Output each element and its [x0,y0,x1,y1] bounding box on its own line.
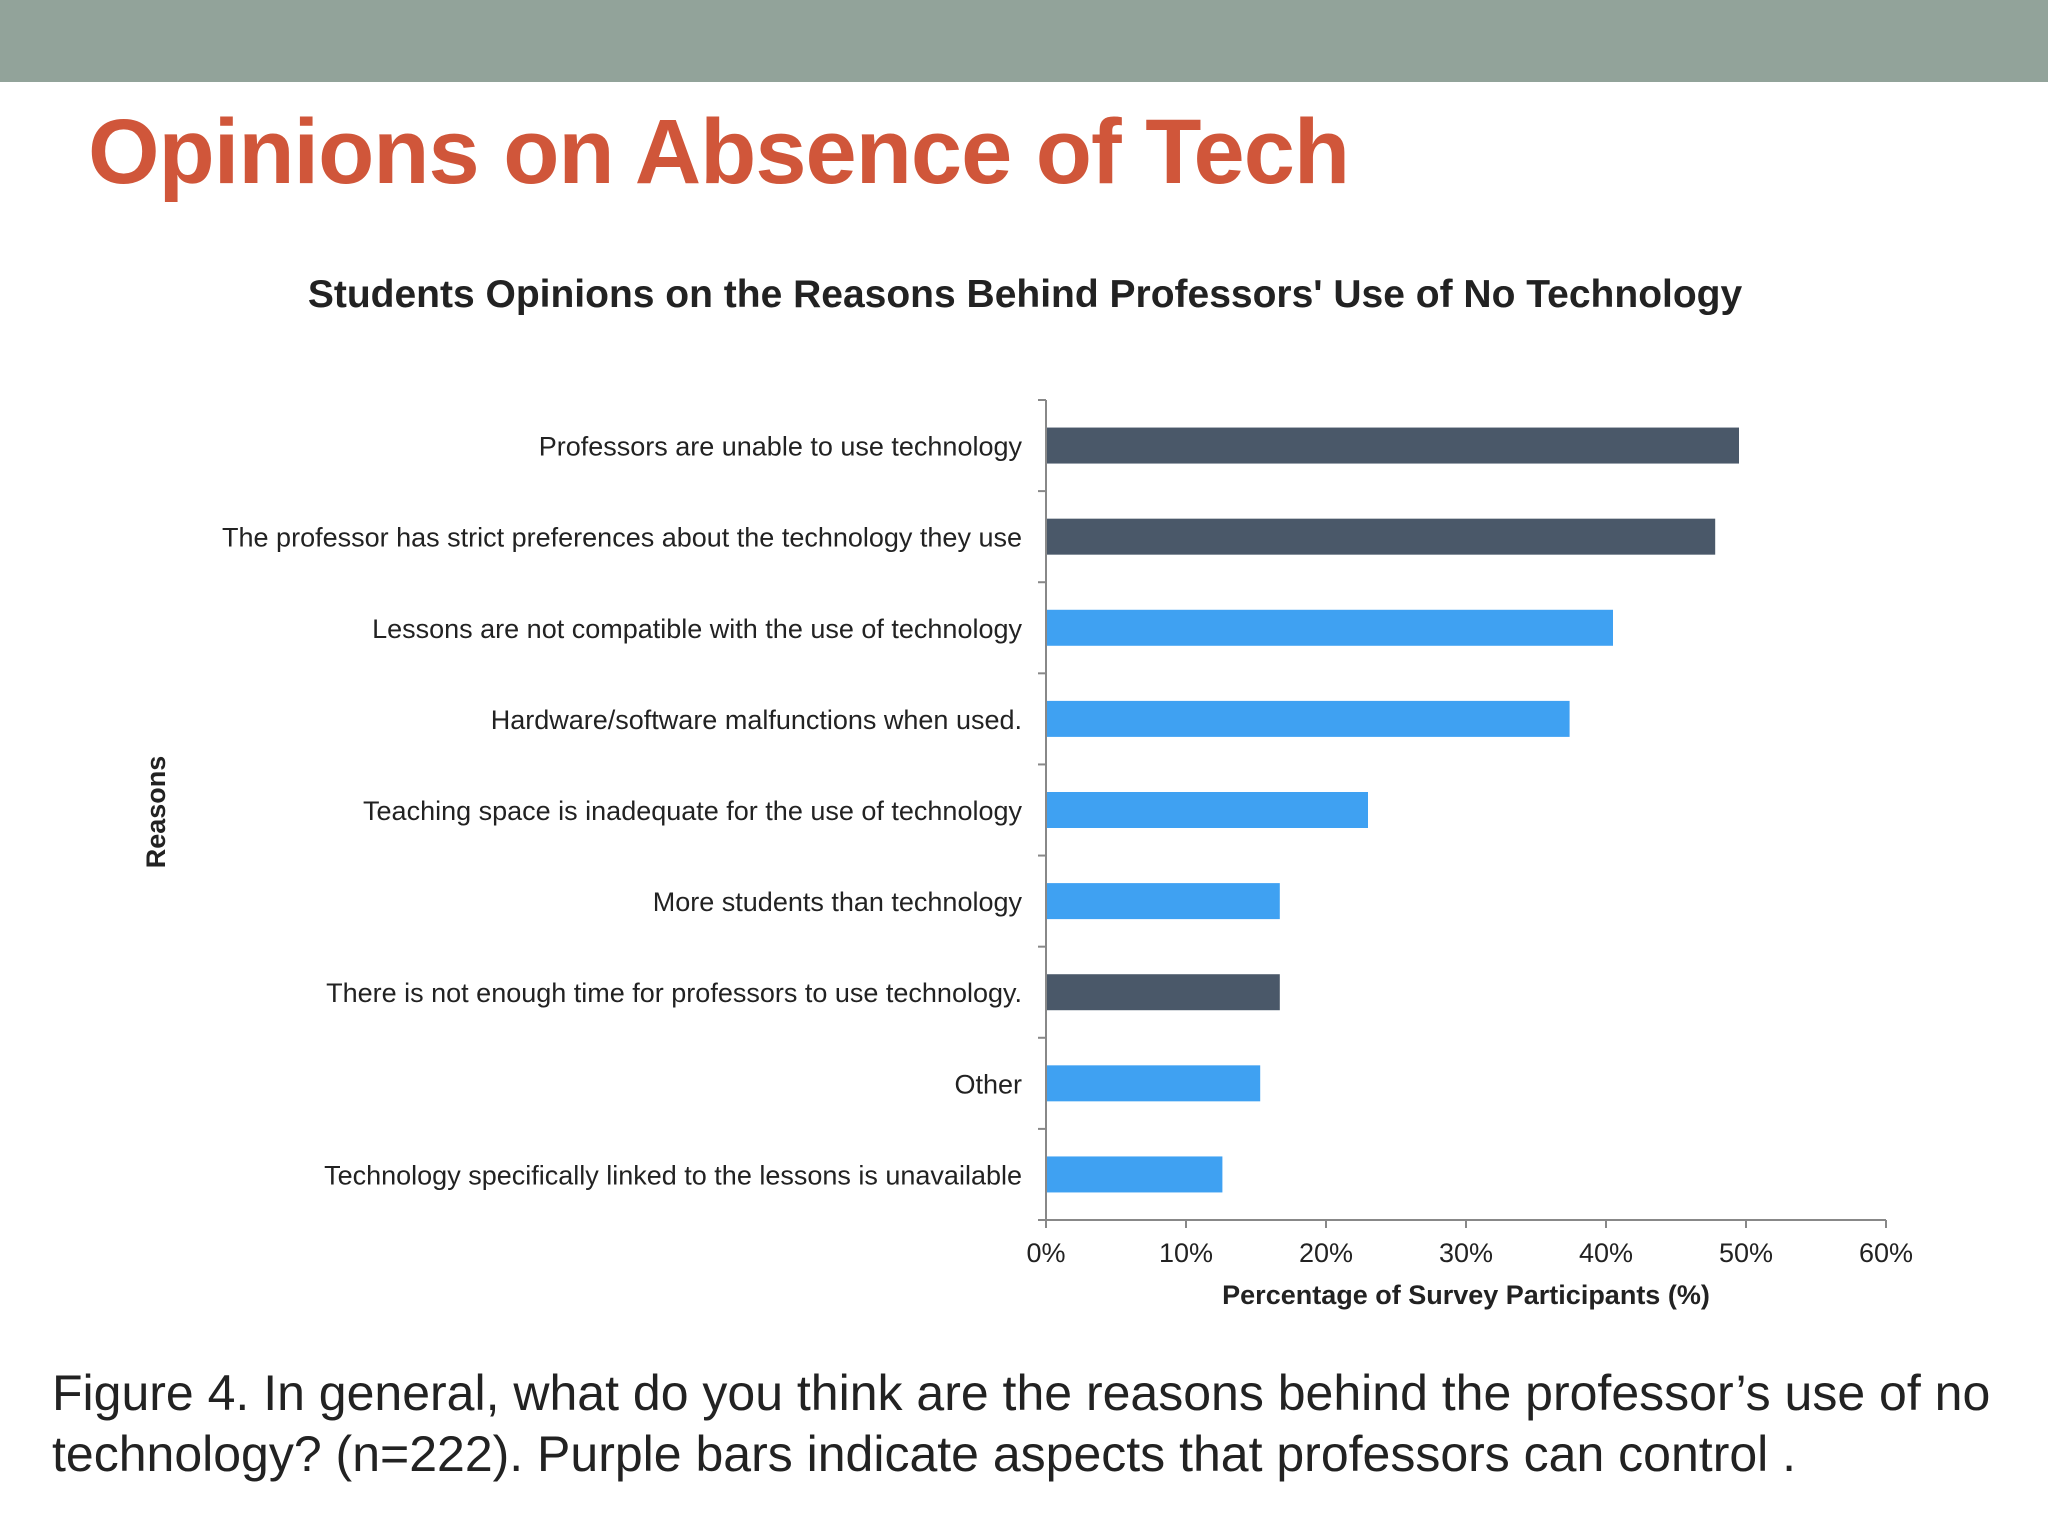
bar [1047,883,1280,920]
bar [1047,974,1280,1011]
category-label: Other [954,1069,1022,1099]
x-axis-title: Percentage of Survey Participants (%) [1222,1280,1710,1310]
x-tick-label: 0% [1026,1238,1065,1268]
bar [1047,518,1716,555]
category-label: There is not enough time for professors … [326,978,1022,1008]
figure-caption: Figure 4. In general, what do you think … [52,1365,1991,1482]
category-label: Lessons are not compatible with the use … [372,614,1022,644]
x-tick-label: 20% [1299,1238,1353,1268]
category-label: More students than technology [653,887,1023,917]
header-band [0,0,2048,82]
slide-title: Opinions on Absence of Tech [88,101,1350,203]
x-tick-label: 30% [1439,1238,1493,1268]
category-label: The professor has strict preferences abo… [222,523,1022,553]
bar [1047,427,1739,464]
category-label: Technology specifically linked to the le… [324,1160,1022,1190]
x-tick-label: 50% [1719,1238,1773,1268]
bar [1047,700,1570,737]
bar-chart: Professors are unable to use technology T… [141,399,1913,1310]
x-tick-label: 60% [1859,1238,1913,1268]
chart-title: Students Opinions on the Reasons Behind … [307,273,1743,316]
category-label: Hardware/software malfunctions when used… [491,705,1022,735]
bar [1047,1065,1261,1102]
y-axis-title: Reasons [141,756,171,869]
bar [1047,609,1613,646]
bar [1047,1156,1223,1193]
x-tick-label: 10% [1159,1238,1213,1268]
bar [1047,792,1368,828]
category-label: Professors are unable to use technology [539,432,1023,462]
category-label: Teaching space is inadequate for the use… [363,796,1022,826]
x-tick-label: 40% [1579,1238,1633,1268]
